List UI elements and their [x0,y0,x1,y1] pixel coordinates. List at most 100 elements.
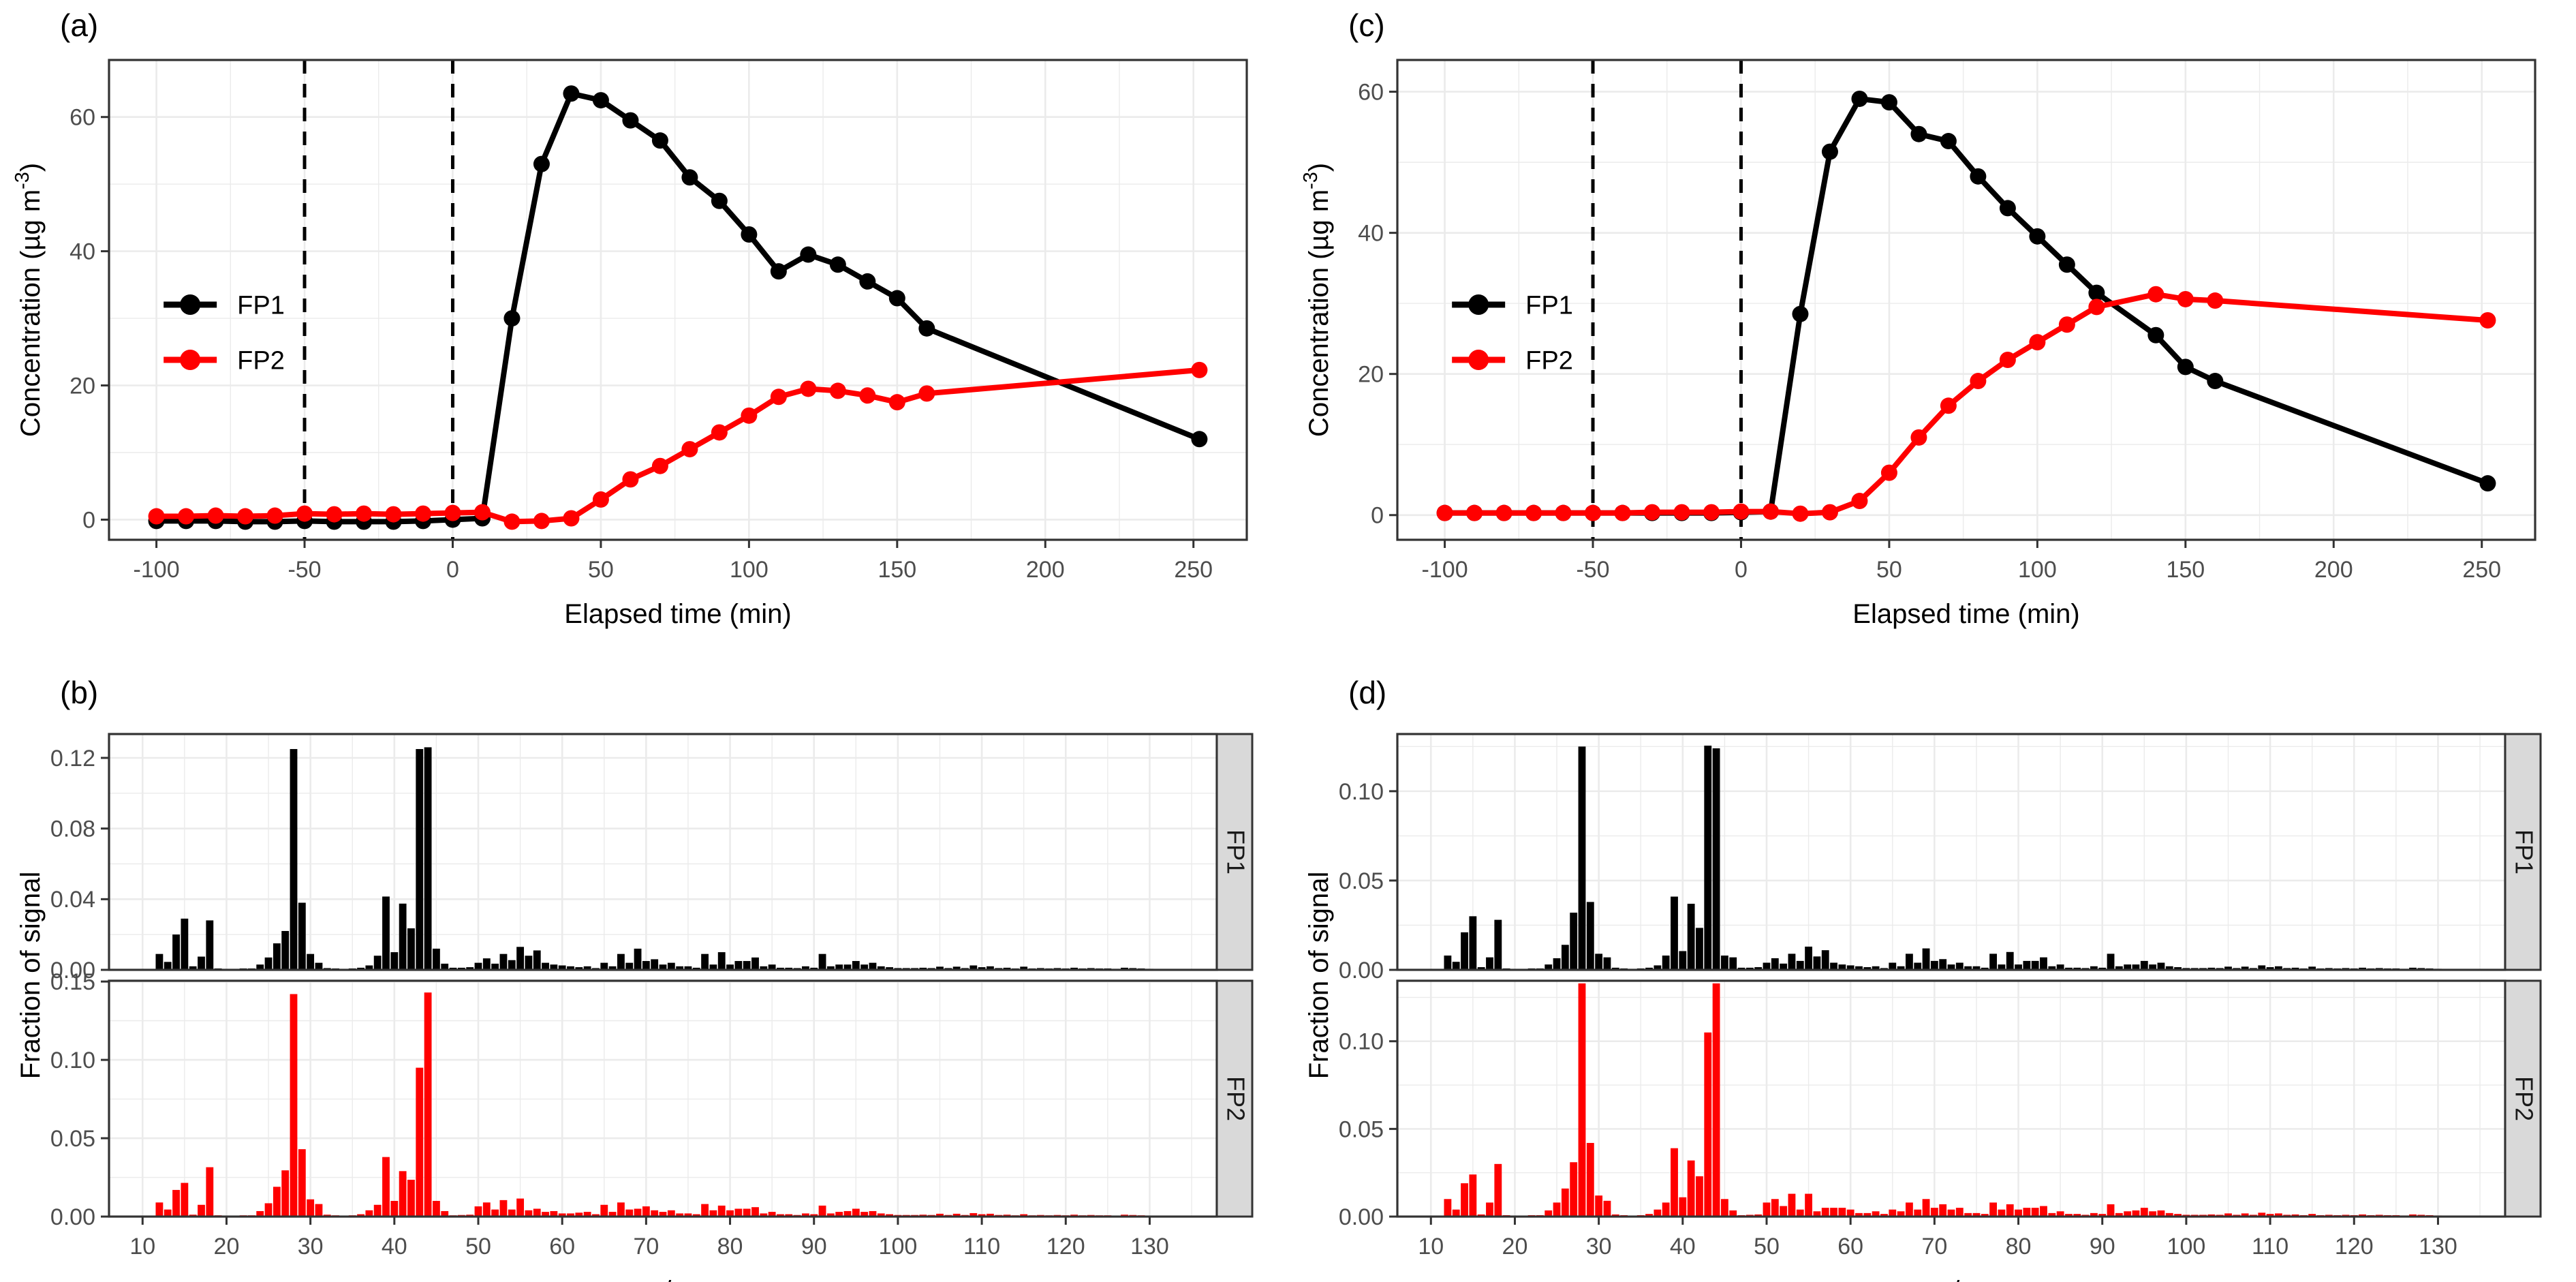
panel-border [1396,59,2536,541]
bar-mz-65 [1889,1209,1897,1217]
panel-b-spectrum: (b) 0.00 0.04 0.08 0.12 FP1 0.00 0.05 0.10 0.15 F… [0,644,1288,1282]
bar-mz-46 [1729,1210,1737,1217]
fp2-point [444,504,461,521]
legend-label-fp1: FP1 [1525,291,1573,320]
fp2-point [414,505,431,522]
x-tick-label: 0 [1735,557,1748,583]
bar-mz-52 [491,1209,499,1217]
bar-mz-92 [826,966,835,970]
facet-strip-label: FP1 [1222,829,1250,874]
facet-strip-fp2 [2504,979,2542,1218]
bar-mz-55 [516,947,525,970]
bar-mz-83 [2040,957,2047,970]
bar-mz-63 [1872,966,1880,970]
bar-mz-72 [659,1212,667,1217]
y-tick-label: 40 [1358,221,1384,247]
bar-mz-98 [2165,966,2173,970]
bar-mz-43 [416,1067,424,1217]
fp2-line [156,367,1200,525]
bar-mz-55 [1805,946,1813,970]
bar-mz-60 [558,1213,566,1217]
bar-mz-45 [432,1201,440,1217]
bar-mz-53 [499,1200,508,1217]
bar-mz-66 [608,966,617,970]
fp1-spectrum-bars [155,747,1153,970]
panel-a-timeseries: (a) -100 -50 0 50 100 150 200 250 0 20 40 60 Elapsed… [0,0,1288,644]
fp1-point [829,256,846,273]
bar-mz-26 [1561,945,1569,970]
bar-mz-51 [482,958,491,970]
fp1-point [533,155,550,172]
bar-mz-37 [365,1210,373,1217]
bar-mz-65 [600,962,608,970]
fp2-point [356,505,373,522]
bar-mz-12 [155,1202,164,1217]
y-tick-label: 0.10 [50,1048,95,1073]
bar-mz-99 [2174,967,2182,970]
bar-mz-110 [2266,1214,2274,1217]
bar-mz-37 [1654,1209,1662,1217]
chart-a-svg: -100 -50 0 50 100 150 200 250 0 20 40 60 Elapsed tim… [12,59,1248,629]
y-tick-label: 0.04 [50,887,95,913]
bar-mz-31 [315,962,323,970]
y-tick-label: 0.05 [50,1126,95,1152]
bar-mz-87 [2073,1214,2081,1217]
fp1-point [2177,358,2194,376]
fp1-point [2029,228,2046,245]
bar-mz-96 [860,1212,869,1217]
x-tick-label: 70 [633,1234,659,1260]
bar-mz-80 [2015,964,2022,970]
x-tick-label: 130 [2419,1234,2457,1260]
bar-mz-59 [550,964,558,970]
bar-mz-42 [1696,928,1703,970]
x-tick-label: 80 [2006,1234,2032,1260]
x-axis-title: Elapsed time (min) [564,599,791,629]
bar-mz-99 [886,967,894,970]
bar-mz-97 [2157,1210,2165,1217]
fp2-point [2147,286,2164,303]
bar-mz-24 [256,1210,264,1217]
fp2-point [888,394,905,411]
bar-mz-97 [869,1210,877,1217]
bar-mz-54 [508,1209,516,1217]
bar-mz-53 [499,953,508,970]
x-tick-label: 20 [214,1234,240,1260]
bar-mz-52 [491,963,499,970]
fp2-point [1970,373,1987,390]
bar-mz-76 [692,1214,700,1217]
bar-mz-18 [206,1167,214,1217]
fp2-point [2177,290,2194,307]
bar-mz-105 [2224,1213,2232,1217]
panel-a-letter: (a) [60,7,99,43]
bar-mz-75 [1972,966,1981,970]
bar-mz-62 [575,1212,583,1217]
x-tick-label: 40 [382,1234,407,1260]
bar-mz-110 [2266,967,2274,970]
bar-mz-90 [2098,1214,2107,1217]
bar-mz-74 [1964,966,1972,970]
fp2-point [2029,334,2046,351]
fp1-point [2147,326,2164,344]
bar-mz-38 [1662,1202,1670,1217]
facet-strip-fp2 [1215,979,1254,1218]
fp1-point [2207,373,2224,390]
bar-mz-26 [273,1187,281,1217]
fp2-point [503,513,521,530]
bar-mz-58 [1830,962,1837,970]
legend: FP1 FP2 [164,291,285,375]
fp2-point [385,506,402,523]
bar-mz-93 [2124,1211,2132,1217]
chart-b-svg: 0.00 0.04 0.08 0.12 FP1 0.00 0.05 0.10 0.15 FP2 10… [16,733,1254,1282]
fp1-point [1851,90,1868,107]
legend-key-point-fp2 [180,350,201,370]
bar-mz-85 [2056,964,2064,970]
bar-mz-85 [2056,1211,2064,1217]
bar-mz-115 [1020,966,1028,970]
bar-mz-95 [2140,960,2148,970]
bar-mz-59 [550,1210,558,1217]
x-tick-label: 40 [1670,1234,1696,1260]
y-tick-label: 60 [69,105,95,131]
legend-label-fp2: FP2 [1525,346,1573,375]
fp1-point [1880,94,1897,111]
bar-mz-92 [2115,966,2123,970]
